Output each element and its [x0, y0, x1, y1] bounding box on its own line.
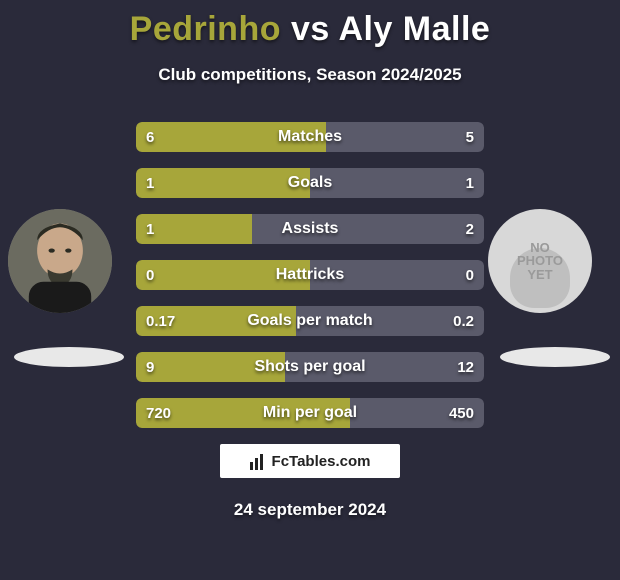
stat-row: 11Goals: [136, 168, 484, 198]
stat-row: 12Assists: [136, 214, 484, 244]
stat-row: 00Hattricks: [136, 260, 484, 290]
date-label: 24 september 2024: [0, 500, 620, 520]
stat-label: Min per goal: [136, 398, 484, 428]
player2-flag: [500, 347, 610, 367]
player1-flag: [14, 347, 124, 367]
stat-label: Assists: [136, 214, 484, 244]
branding-badge: FcTables.com: [220, 444, 400, 478]
no-photo-line3: YET: [517, 268, 563, 282]
no-photo-line1: NO: [517, 241, 563, 255]
player1-photo-placeholder: [8, 209, 112, 313]
player2-avatar: NO PHOTO YET: [488, 209, 592, 313]
no-photo-line2: PHOTO: [517, 254, 563, 268]
stat-label: Goals: [136, 168, 484, 198]
subtitle: Club competitions, Season 2024/2025: [0, 65, 620, 85]
title-player1: Pedrinho: [130, 10, 281, 48]
stat-label: Goals per match: [136, 306, 484, 336]
no-photo-placeholder: NO PHOTO YET: [488, 209, 592, 313]
stat-row: 720450Min per goal: [136, 398, 484, 428]
stats-bars: 65Matches 11Goals 12Assists 00Hattricks 0.17…: [136, 122, 484, 444]
chart-icon: [250, 452, 268, 470]
stat-label: Matches: [136, 122, 484, 152]
title-player2: Aly Malle: [338, 10, 490, 48]
title-vs: vs: [291, 10, 330, 48]
stat-row: 0.170.2Goals per match: [136, 306, 484, 336]
page-title: Pedrinho vs Aly Malle: [0, 0, 620, 49]
stat-row: 912Shots per goal: [136, 352, 484, 382]
stat-label: Shots per goal: [136, 352, 484, 382]
stat-row: 65Matches: [136, 122, 484, 152]
stat-label: Hattricks: [136, 260, 484, 290]
branding-text: FcTables.com: [272, 453, 371, 470]
player1-avatar: [8, 209, 112, 313]
